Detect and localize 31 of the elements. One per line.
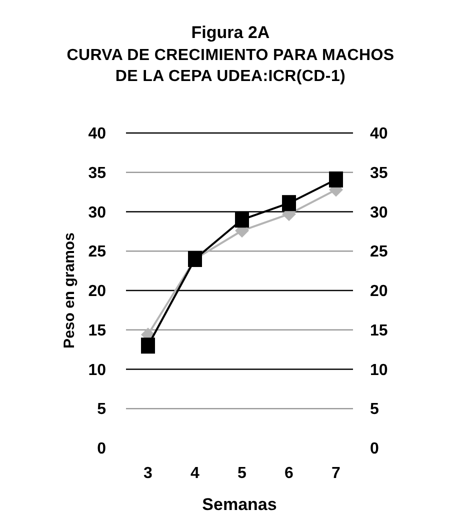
y-tick-label: 20 — [88, 283, 106, 300]
y2-tick-label: 25 — [370, 244, 388, 261]
y-tick-label: 15 — [88, 322, 106, 340]
y2-tick-label: 10 — [370, 362, 388, 379]
point — [141, 338, 155, 354]
x-tick-label: 3 — [144, 465, 153, 482]
chart-subtitle: CURVA DE CRECIMIENTO PARA MACHOS DE LA CEPA UDEA:ICR(CD-1) — [66, 47, 394, 85]
x-tick-label: 5 — [238, 465, 247, 482]
y-tick-label: 35 — [88, 164, 106, 182]
chart-title: Figura 2A — [191, 23, 270, 42]
y-tick-label: 10 — [88, 362, 106, 379]
x-tick-label: 4 — [190, 465, 200, 482]
point — [282, 195, 296, 212]
y2-tick-label: 30 — [370, 204, 388, 222]
x-axis-title: Semanas — [202, 495, 277, 514]
y-tick-label: 25 — [88, 244, 106, 261]
y2-tick-label: 0 — [370, 440, 379, 458]
x-tick-label: 6 — [284, 465, 294, 482]
point — [329, 171, 343, 188]
y2-tick-label: 5 — [370, 401, 379, 418]
y-tick-label: 30 — [88, 204, 106, 222]
y2-tick-label: 40 — [370, 126, 388, 143]
y-tick-label: 0 — [97, 440, 106, 458]
y-tick-label: 5 — [97, 401, 106, 418]
y-tick-label: 40 — [88, 126, 106, 143]
y2-tick-label: 35 — [370, 164, 388, 182]
point — [235, 212, 249, 228]
y2-tick-label: 20 — [370, 283, 388, 300]
y2-tick-label: 15 — [370, 322, 388, 340]
y-axis-title: Peso en gramos — [61, 232, 78, 348]
x-tick-label: 7 — [332, 465, 341, 482]
